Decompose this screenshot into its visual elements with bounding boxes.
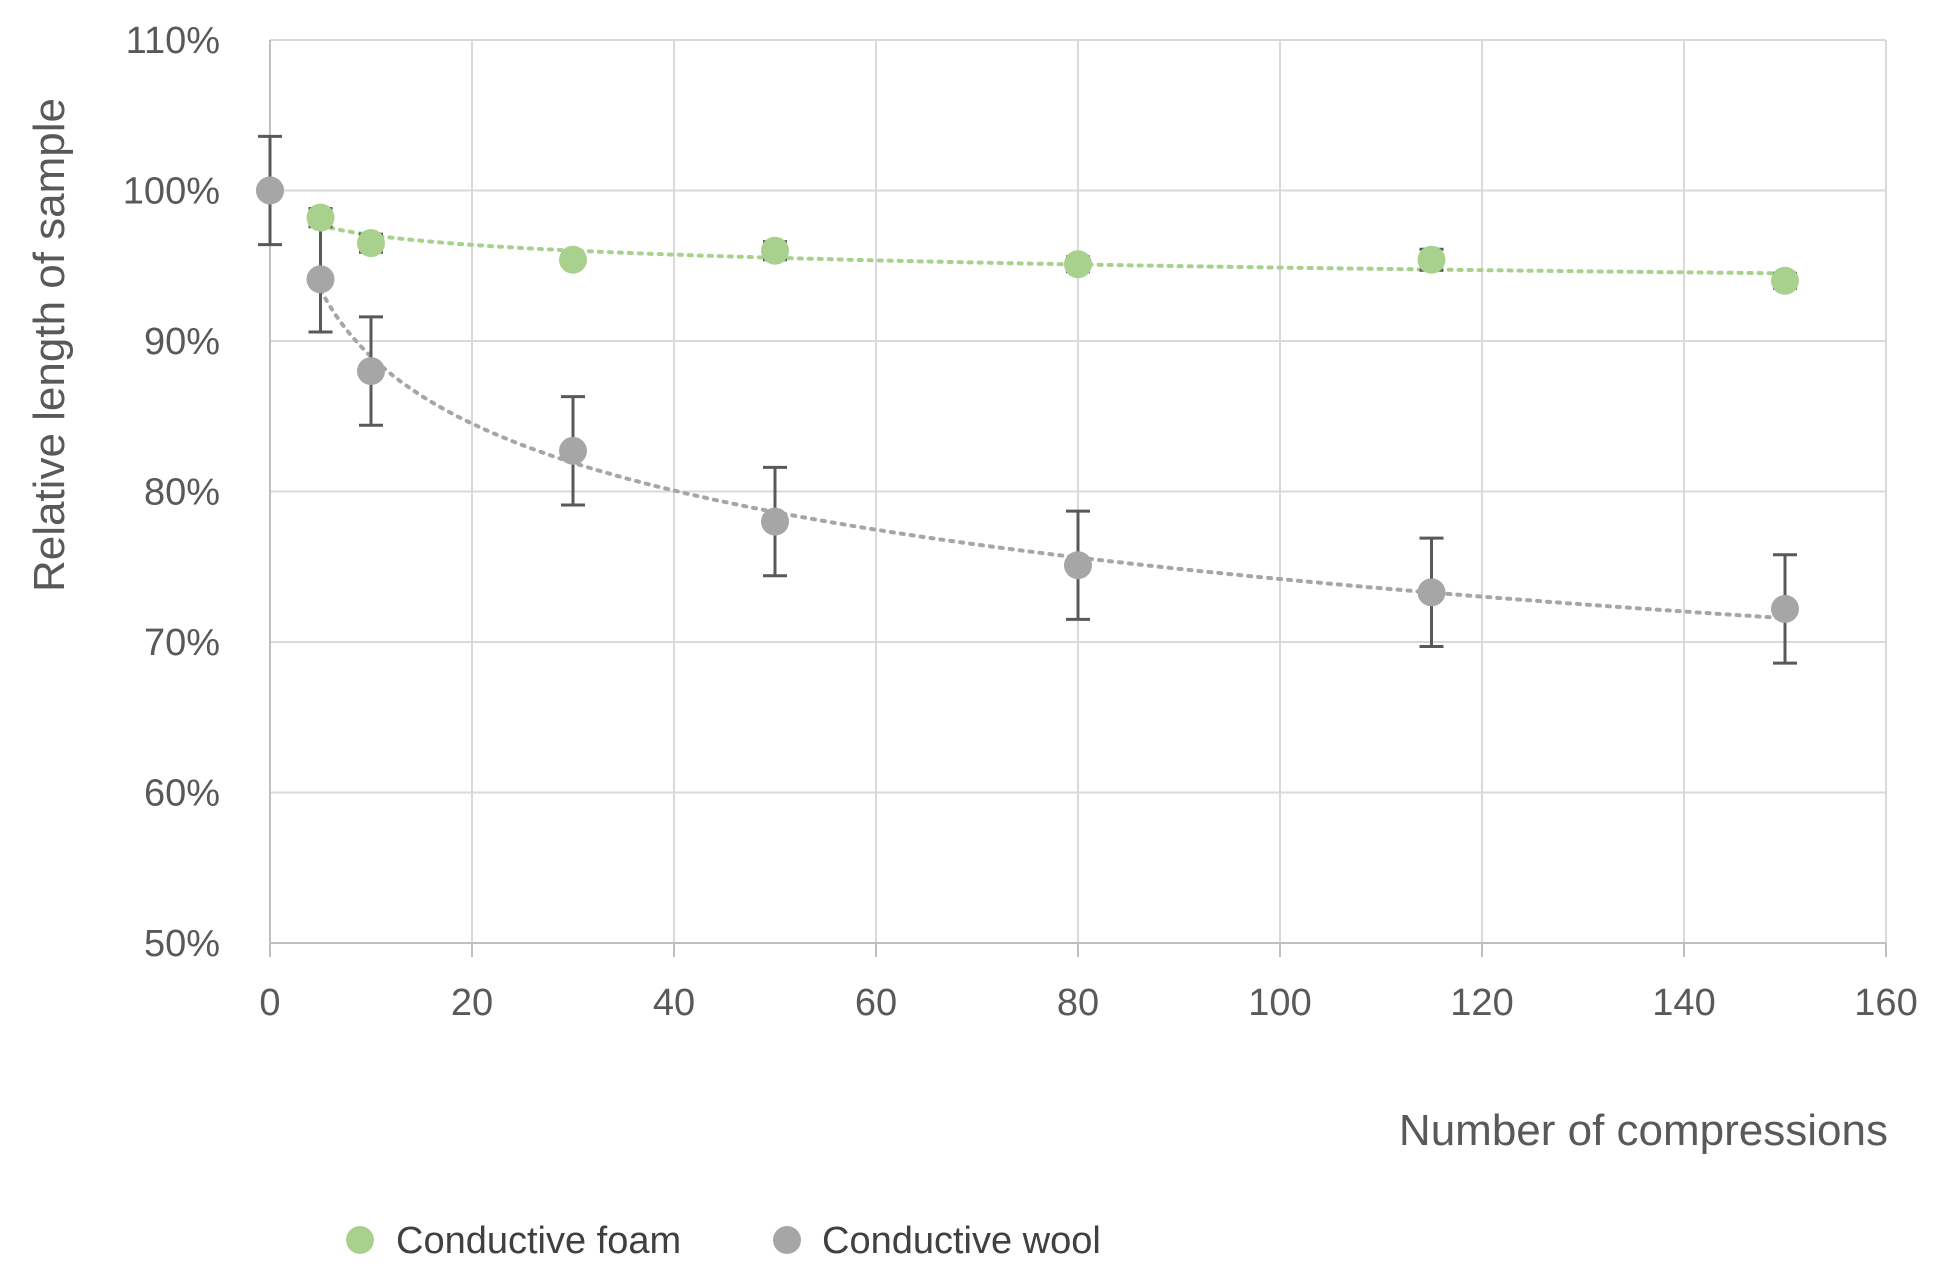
data-point-conductive-wool[interactable]: [1771, 594, 1799, 623]
y-tick-label: 110%: [126, 20, 220, 62]
data-point-conductive-foam[interactable]: [1771, 266, 1799, 295]
y-tick-label: 90%: [144, 321, 220, 363]
y-tick-label: 100%: [123, 171, 220, 213]
legend-label-conductive-wool: Conductive wool: [822, 1220, 1101, 1262]
trendlines: [318, 223, 1787, 621]
data-point-conductive-wool[interactable]: [357, 357, 385, 386]
data-point-conductive-wool[interactable]: [559, 436, 587, 465]
x-tick-label: 40: [653, 982, 695, 1024]
y-tick-label: 50%: [144, 923, 220, 965]
gridlines: [270, 39, 1887, 943]
data-point-conductive-wool[interactable]: [256, 176, 284, 205]
data-point-conductive-foam[interactable]: [1417, 245, 1446, 274]
data-point-conductive-wool[interactable]: [1417, 578, 1446, 607]
x-tick-label: 100: [1248, 982, 1311, 1024]
legend-item-conductive-wool[interactable]: Conductive wool: [773, 1220, 1101, 1262]
error-bars: [258, 134, 1797, 665]
legend-marker-conductive-wool: [773, 1226, 801, 1254]
x-tick-label: 140: [1652, 982, 1715, 1024]
data-point-conductive-wool[interactable]: [306, 265, 335, 294]
x-tick-label: 120: [1450, 982, 1513, 1024]
x-tick-label: 80: [1057, 982, 1099, 1024]
y-tick-label: 80%: [144, 472, 220, 514]
y-tick-label: 60%: [144, 773, 220, 815]
legend: Conductive foam Conductive wool: [346, 1220, 1101, 1262]
x-tick-label: 60: [855, 982, 897, 1024]
data-point-conductive-foam[interactable]: [357, 229, 385, 258]
legend-label-conductive-foam: Conductive foam: [396, 1220, 681, 1262]
x-tick-label: 20: [451, 982, 493, 1024]
data-point-conductive-foam[interactable]: [1064, 250, 1092, 279]
tick-labels: 50% 60% 70% 80% 90% 100% 110% 0 20 40 60 80 100 120 14…: [123, 20, 1918, 1024]
legend-item-conductive-foam[interactable]: Conductive foam: [346, 1220, 681, 1262]
data-points: [256, 176, 1799, 623]
data-point-conductive-wool[interactable]: [1064, 551, 1092, 580]
trendline-conductive-foam: [318, 223, 1787, 276]
y-axis-title: Relative length of sample: [25, 98, 74, 592]
x-axis-title: Number of compressions: [1399, 1106, 1888, 1155]
trendline-conductive-wool: [318, 287, 1787, 621]
data-point-conductive-foam[interactable]: [761, 236, 789, 265]
data-point-conductive-wool[interactable]: [761, 507, 789, 536]
y-tick-label: 70%: [144, 622, 220, 664]
data-point-conductive-foam[interactable]: [559, 245, 587, 274]
x-tick-label: 160: [1854, 982, 1917, 1024]
legend-marker-conductive-foam: [346, 1226, 374, 1254]
data-point-conductive-foam[interactable]: [306, 203, 335, 232]
x-tick-label: 0: [259, 982, 280, 1024]
